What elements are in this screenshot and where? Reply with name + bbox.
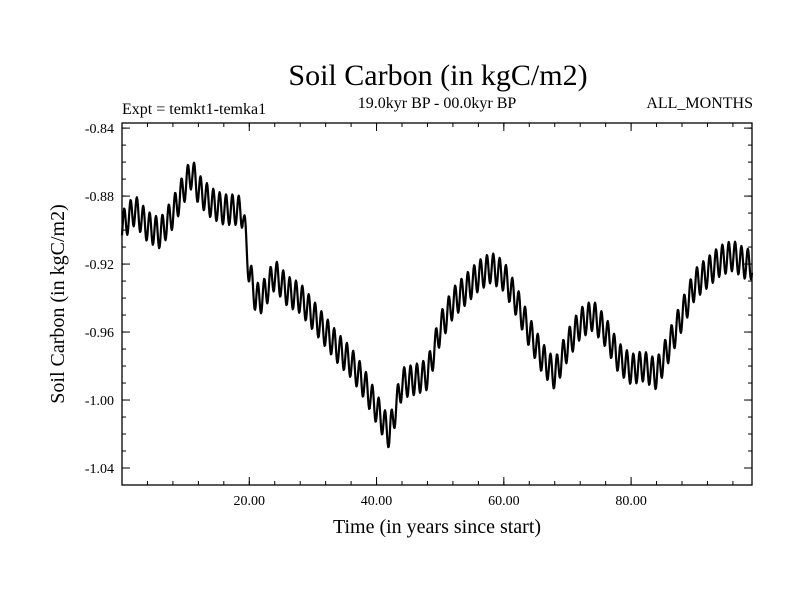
- plot-frame: [121, 122, 753, 486]
- x-axis-label: Time (in years since start): [333, 516, 541, 538]
- x-tick-label: 60.00: [488, 494, 520, 509]
- y-tick-label: -0.92: [85, 258, 114, 273]
- x-tick-label: 80.00: [615, 494, 647, 509]
- y-axis-label: Soil Carbon (in kgC/m2): [47, 204, 69, 403]
- x-tick-labels: 20.00 40.00 60.00 80.00: [234, 494, 647, 509]
- series-line: [120, 161, 754, 449]
- x-tick-label: 40.00: [361, 494, 393, 509]
- y-tick-label: -0.96: [85, 326, 114, 341]
- period-label: 19.0kyr BP - 00.0kyr BP: [358, 95, 517, 112]
- chart-title: Soil Carbon (in kgC/m2): [288, 59, 587, 92]
- y-tick-label: -1.00: [85, 394, 114, 409]
- y-tick-labels: -0.84 -0.88 -0.92 -0.96 -1.00 -1.04: [85, 122, 114, 477]
- experiment-label: Expt = temkt1-temka1: [122, 101, 266, 118]
- axis-ticks: [121, 123, 752, 486]
- y-tick-label: -0.84: [85, 122, 114, 137]
- months-label: ALL_MONTHS: [646, 95, 753, 112]
- y-tick-label: -0.88: [85, 190, 114, 205]
- y-tick-label: -1.04: [85, 462, 114, 477]
- x-tick-label: 20.00: [234, 494, 266, 509]
